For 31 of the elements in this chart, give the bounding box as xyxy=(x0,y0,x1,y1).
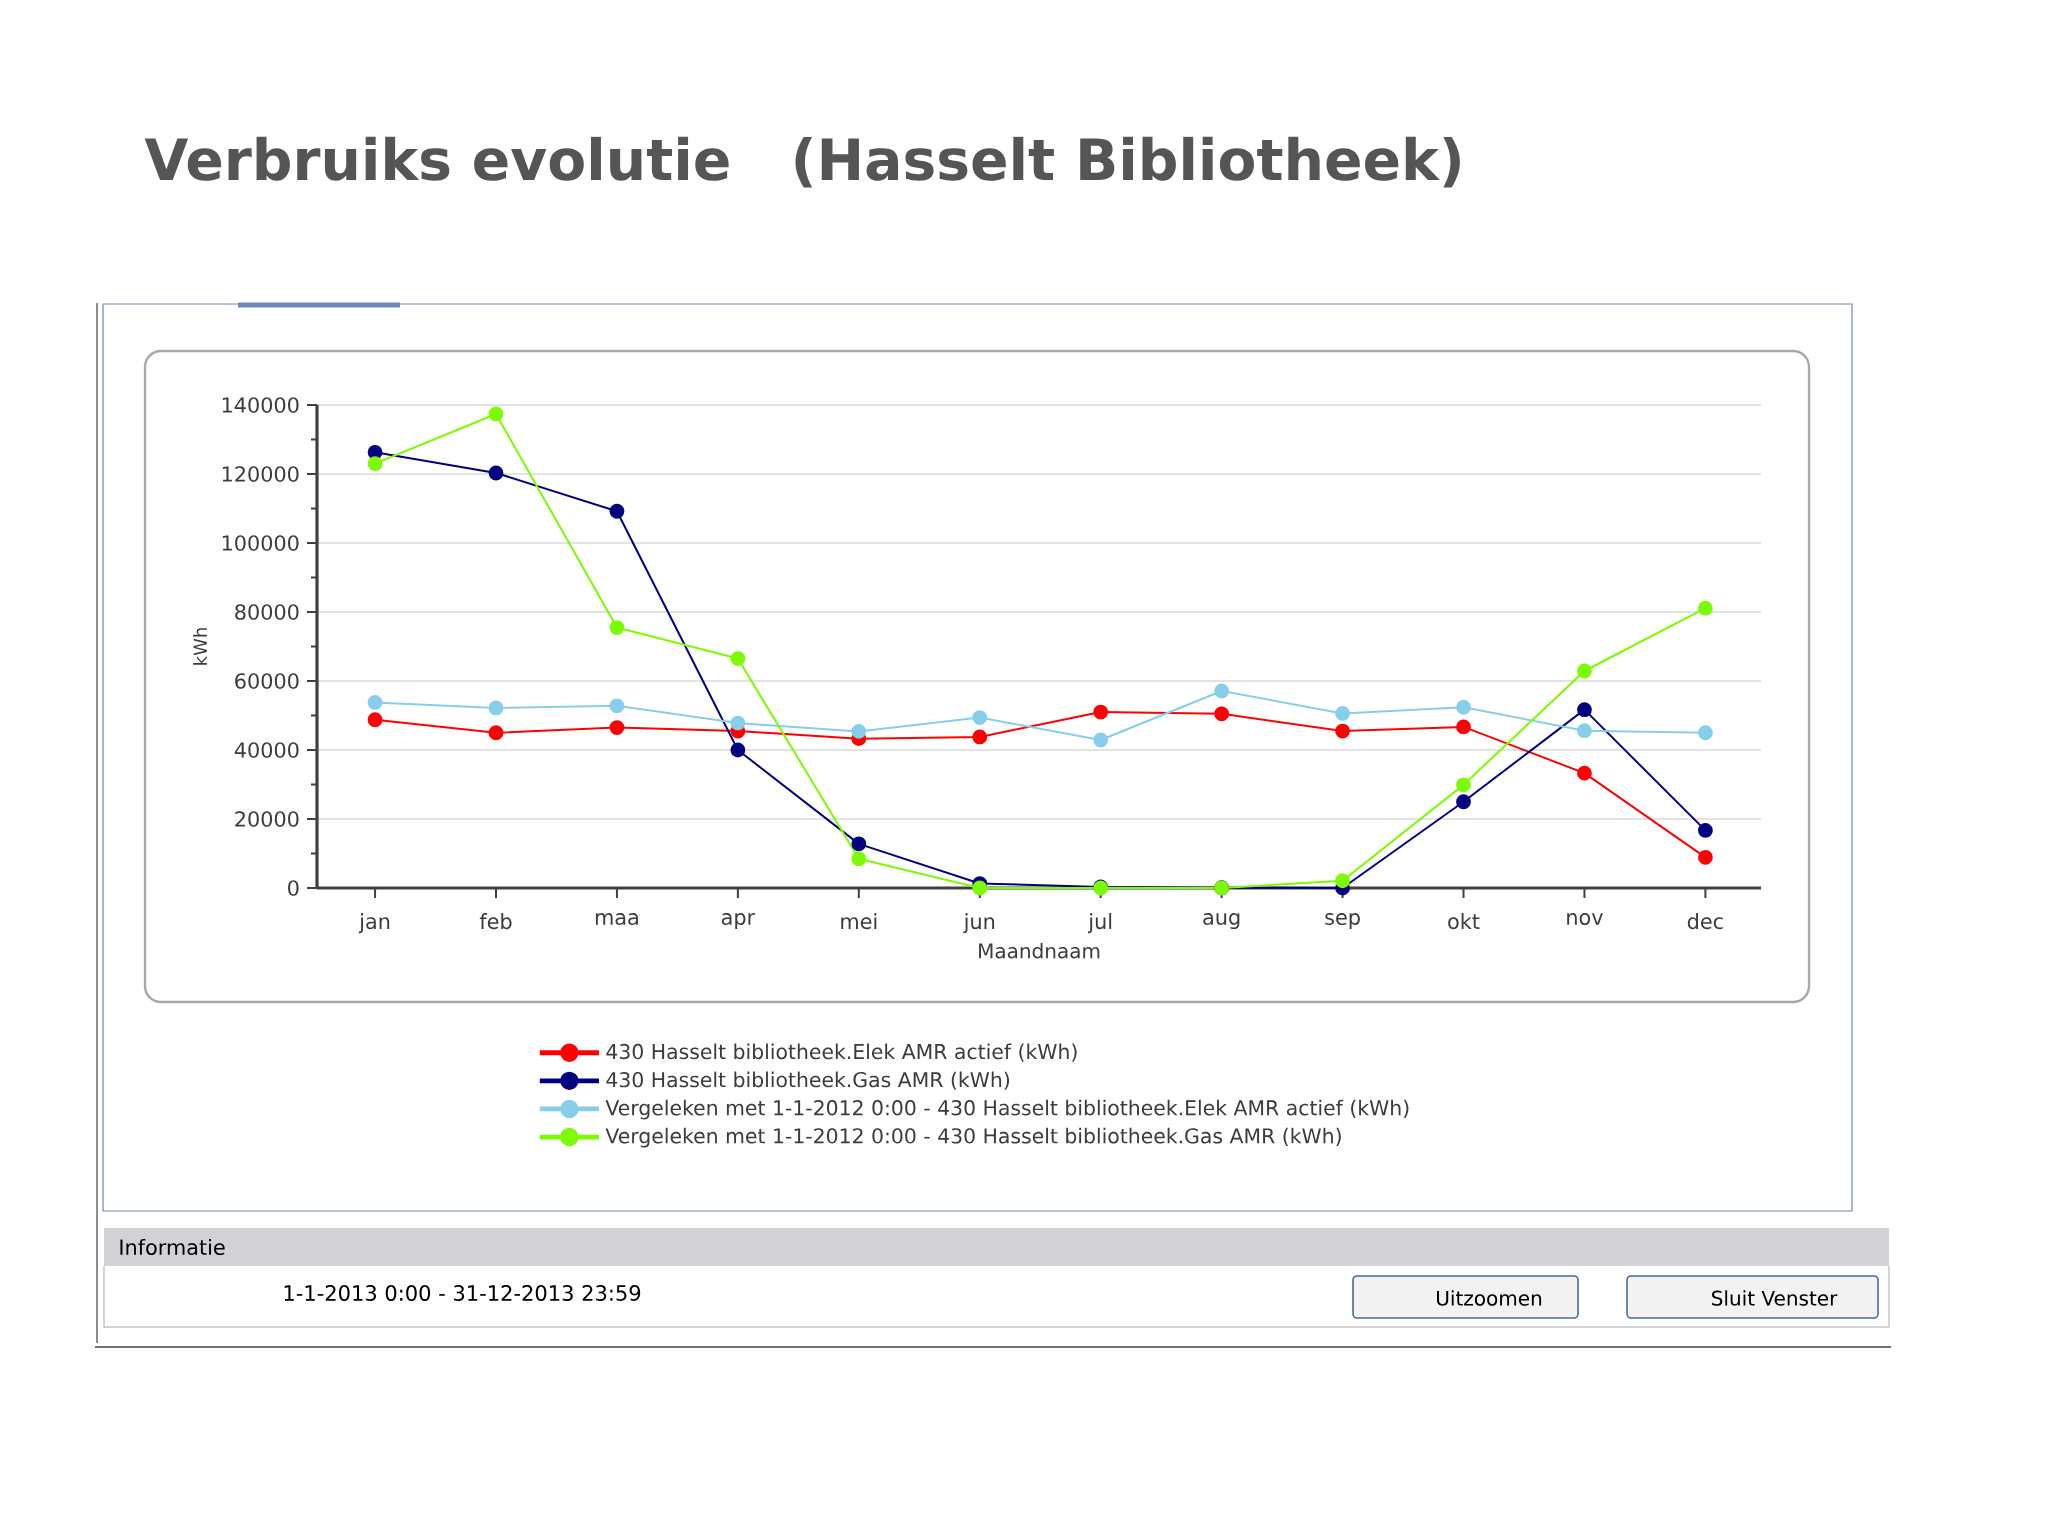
x-tick-label: apr xyxy=(721,913,756,930)
text: 1-1-2013 0:00 - 31-12-2013 23:59 xyxy=(284,1285,641,1301)
x-tick-label: feb xyxy=(479,913,512,930)
chart-title: Verbruiks evolutie (Hasselt Bibliotheek) xyxy=(144,136,1460,188)
y-tick-label: 120000 xyxy=(222,466,299,482)
x-tick-label: nov xyxy=(1567,913,1603,926)
x-tick-label: jun xyxy=(963,913,995,934)
x-tick-label: jul xyxy=(1087,913,1112,934)
x-tick-label: dec xyxy=(1687,913,1723,930)
x-tick-label: sep xyxy=(1325,913,1360,930)
y-tick-label: 40000 xyxy=(234,742,299,758)
y-tick-label: 20000 xyxy=(235,811,299,827)
y-tick-label: 60000 xyxy=(235,673,299,689)
y-tick-label: 140000 xyxy=(222,397,299,413)
text: Uitzoomen xyxy=(1437,1290,1542,1306)
x-axis-title: Maandnaam xyxy=(979,942,1100,959)
y-tick-label: 100000 xyxy=(222,535,299,551)
legend-label: Vergeleken met 1-1-2012 0:00 - 430 Hasselt bibliotheek.Elek AMR actief (kWh) xyxy=(605,1099,1409,1120)
legend-label: Vergeleken met 1-1-2012 0:00 - 430 Hasselt bibliotheek.Gas AMR (kWh) xyxy=(605,1127,1341,1148)
legend-label: 430 Hasselt bibliotheek.Gas AMR (kWh) xyxy=(606,1071,1010,1090)
x-tick-label: aug xyxy=(1203,913,1240,930)
y-axis-title: kWh xyxy=(193,628,207,665)
legend-label: 430 Hasselt bibliotheek.Elek AMR actief (kWh) xyxy=(606,1043,1077,1062)
text: Sluit Venster xyxy=(1712,1290,1838,1306)
text: Informatie xyxy=(120,1238,225,1256)
x-tick-label: maa xyxy=(595,913,638,926)
x-tick-label: jan xyxy=(358,913,390,934)
x-tick-label: mei xyxy=(841,913,877,930)
x-tick-label: okt xyxy=(1448,913,1480,930)
y-tick-label: 80000 xyxy=(235,604,299,620)
y-tick-label: 0 xyxy=(288,880,299,896)
